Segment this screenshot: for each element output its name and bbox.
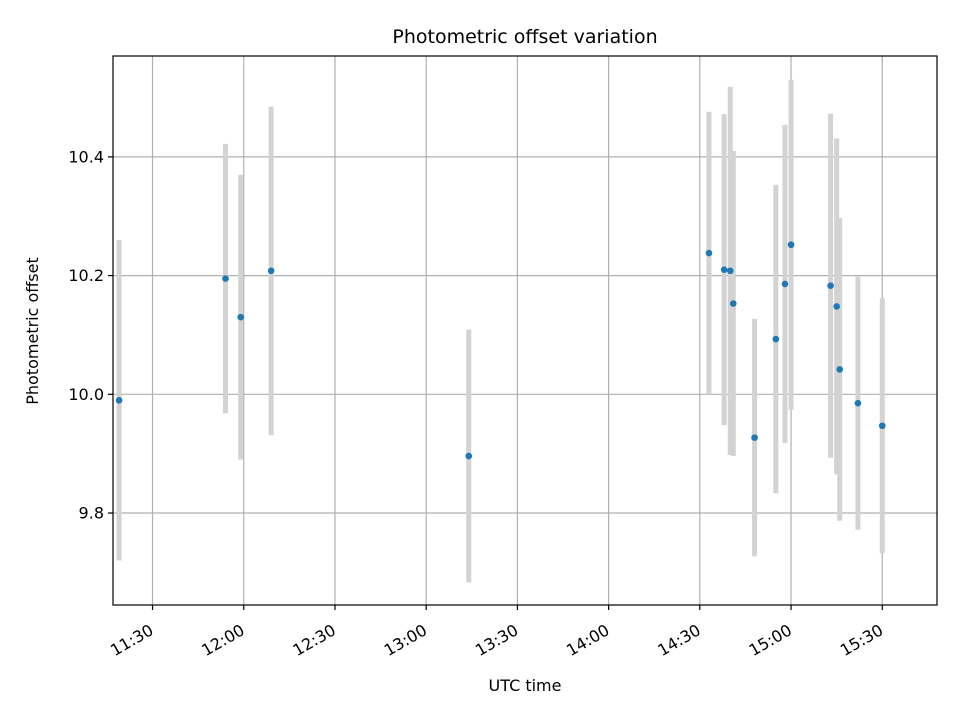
y-tick-label: 10.0 — [68, 385, 104, 404]
data-point — [772, 335, 780, 343]
data-point — [878, 422, 886, 430]
plot-frame — [112, 55, 938, 606]
chart-title: Photometric offset variation — [392, 26, 657, 48]
data-point — [729, 300, 737, 307]
data-point — [787, 241, 795, 249]
x-axis-label: UTC time — [489, 676, 562, 695]
data-point — [720, 266, 728, 273]
data-point — [726, 267, 734, 275]
y-axis-label: Photometric offset — [23, 257, 42, 405]
data-point — [781, 280, 789, 288]
data-point — [836, 366, 844, 373]
data-point — [751, 434, 758, 441]
data-point — [222, 275, 229, 282]
y-tick-label: 9.8 — [79, 504, 104, 523]
data-point — [854, 399, 862, 407]
data-point — [267, 267, 275, 275]
y-tick-label: 10.4 — [68, 147, 104, 166]
data-point — [237, 313, 245, 321]
y-axis-ticks: 9.8 10.0 10.2 10.4 — [68, 147, 113, 523]
grid — [113, 56, 937, 605]
data-point — [705, 249, 713, 257]
data-point — [115, 396, 123, 404]
data-points — [115, 241, 886, 460]
data-point — [833, 303, 840, 310]
y-tick-label: 10.2 — [68, 266, 104, 285]
data-point — [465, 452, 473, 460]
data-point — [827, 282, 834, 289]
